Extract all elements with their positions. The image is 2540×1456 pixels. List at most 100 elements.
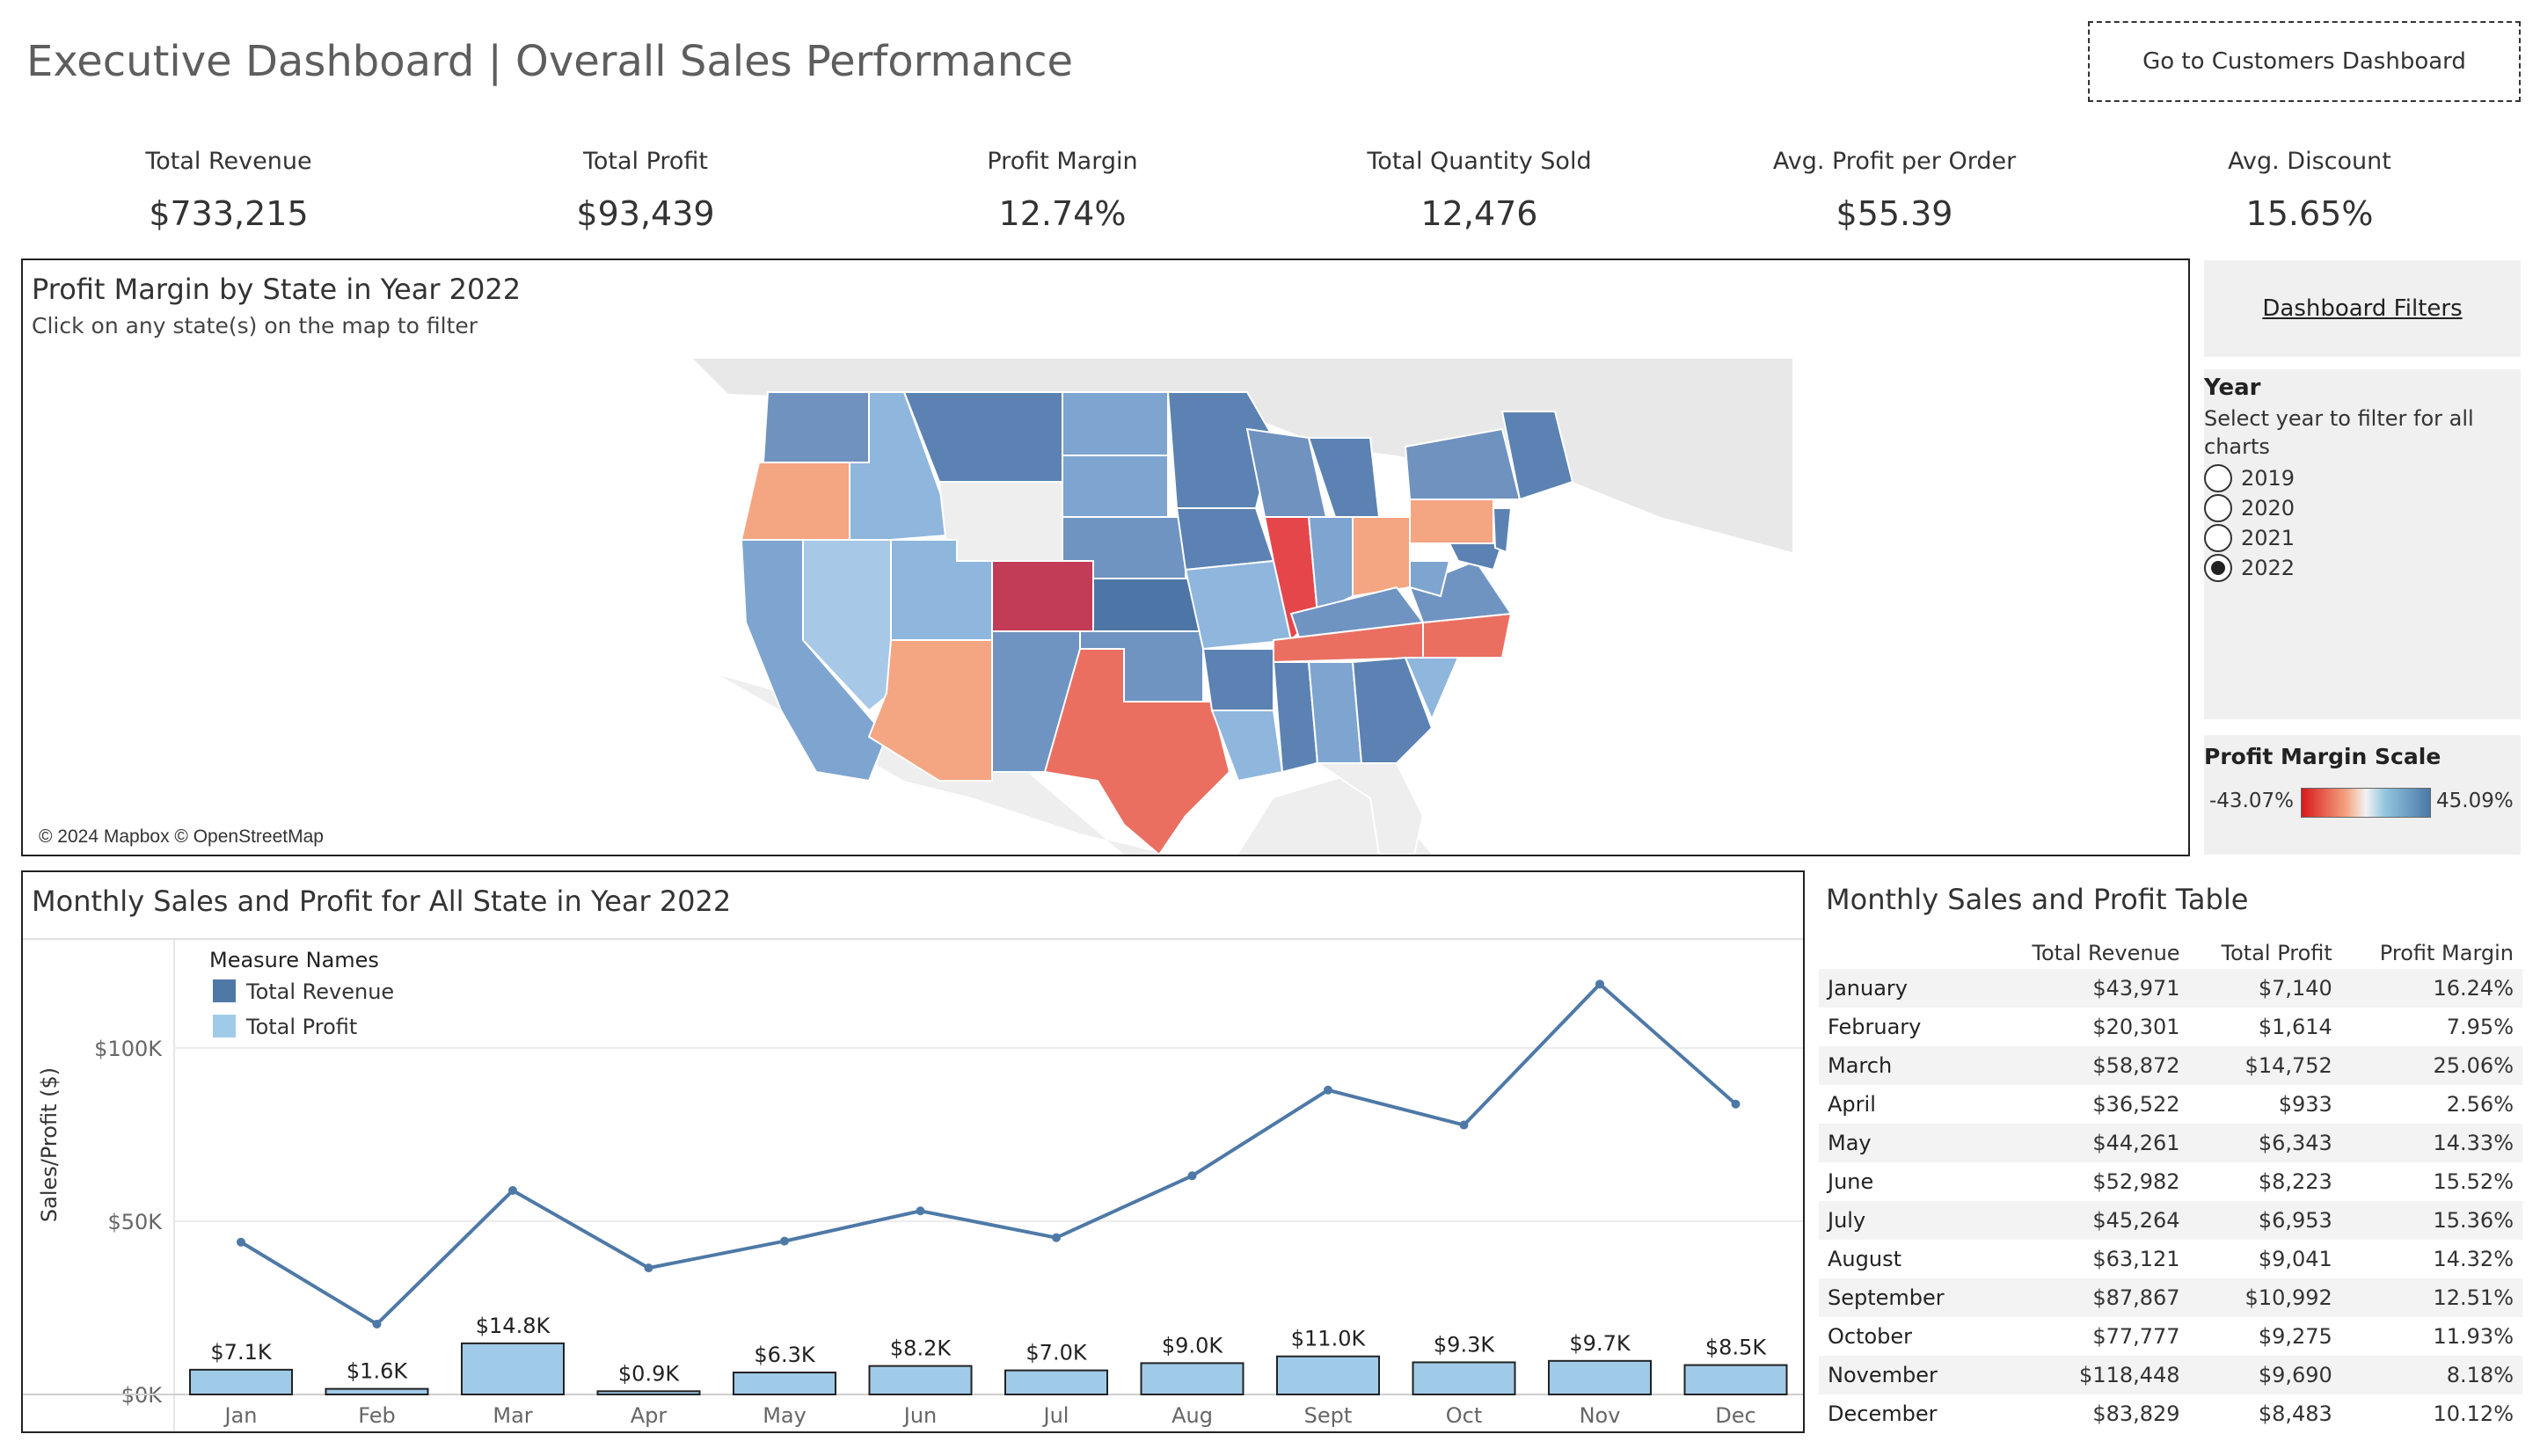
scale-max-label: 45.09% [2436, 790, 2514, 812]
x-tick-label: Mar [493, 1403, 532, 1428]
year-filter-title: Year [2204, 375, 2261, 401]
revenue-point [1052, 1233, 1061, 1242]
profit-cell: $8,223 [2258, 1169, 2332, 1194]
profit-cell: $9,041 [2258, 1247, 2332, 1271]
year-radio-2021[interactable]: 2021 [2204, 524, 2295, 552]
profit-cell: $1,614 [2258, 1015, 2332, 1039]
revenue-cell: $87,867 [1989, 1278, 2189, 1317]
profit-bar [1140, 1362, 1244, 1396]
x-tick-label: Nov [1580, 1403, 1621, 1428]
profit-bar [596, 1390, 701, 1395]
month-cell: June [1828, 1169, 1874, 1194]
profit-bar [461, 1342, 565, 1396]
margin-cell: 25.06% [2340, 1046, 2522, 1085]
state-georgia[interactable] [1351, 656, 1434, 764]
state-west-virginia[interactable] [1409, 560, 1451, 598]
x-tick-label: Apr [631, 1403, 668, 1428]
y-tick-label: $100K [94, 1037, 163, 1061]
bar-data-label: $14.8K [476, 1314, 551, 1338]
bar-data-label: $11.0K [1291, 1327, 1367, 1351]
state-new-jersey[interactable] [1492, 507, 1513, 554]
revenue-point [1187, 1171, 1197, 1181]
month-cell: July [1819, 1201, 1990, 1240]
year-radio-2020[interactable]: 2020 [2204, 494, 2295, 522]
profit-cell: $9,690 [2188, 1356, 2341, 1394]
profit-cell: $14,752 [2188, 1046, 2341, 1085]
profit-cell: $8,483 [2258, 1401, 2332, 1426]
revenue-point [1731, 1099, 1741, 1109]
revenue-cell: $83,829 [2092, 1401, 2180, 1426]
state-washington[interactable] [762, 391, 870, 463]
profit-bar [1548, 1359, 1652, 1396]
scale-title: Profit Margin Scale [2204, 744, 2441, 769]
mexico-land [719, 675, 1432, 855]
year-radio-2022[interactable]: 2022 [2204, 554, 2295, 582]
bar-data-label: $9.3K [1434, 1332, 1495, 1357]
table-row: March $58,872 $14,752 25.06% [1819, 1046, 2522, 1085]
x-tick-label: Sept [1304, 1403, 1353, 1428]
table-row: May $44,261 $6,343 14.33% [1819, 1124, 2522, 1162]
state-ohio[interactable] [1352, 516, 1411, 598]
revenue-line [239, 981, 1737, 1327]
page-title: Executive Dashboard | Overall Sales Perf… [26, 37, 1074, 86]
state-kansas[interactable] [1092, 578, 1204, 632]
radio-selected-icon [2204, 554, 2232, 582]
legend-label-profit: Total Profit [245, 1015, 357, 1039]
profit-bar [733, 1372, 836, 1396]
state-iowa[interactable] [1175, 507, 1275, 571]
revenue-point [237, 1237, 245, 1247]
x-tick-label: Jan [223, 1403, 258, 1428]
profit-cell: $6,953 [2188, 1201, 2341, 1240]
go-to-customers-dashboard-button[interactable]: Go to Customers Dashboard [2088, 21, 2521, 102]
month-cell: August [1828, 1247, 1901, 1271]
state-maryland[interactable] [1448, 542, 1504, 571]
radio-circle-icon [2204, 464, 2232, 492]
table-row: January $43,971 $7,140 16.24% [1819, 969, 2522, 1008]
kpi-avg-discount: Avg. Discount 15.65% [2125, 148, 2494, 233]
x-tick-label: Jul [1042, 1403, 1069, 1428]
state-pennsylvania[interactable] [1409, 499, 1494, 544]
year-filter: Year Select year to filter for all chart… [2204, 369, 2521, 719]
canada-land [693, 359, 1792, 552]
kpi-profit-margin: Profit Margin 12.74% [878, 148, 1247, 233]
table-row: November $118,448 $9,690 8.18% [1819, 1356, 2522, 1394]
state-south-dakota[interactable] [1062, 455, 1169, 518]
column-header: Profit Margin [2379, 941, 2514, 965]
revenue-point [916, 1206, 925, 1216]
year-radio-label: 2020 [2241, 496, 2295, 521]
revenue-cell: $43,971 [1989, 969, 2189, 1008]
revenue-cell: $52,982 [2092, 1169, 2180, 1194]
state-florida[interactable] [1314, 762, 1425, 855]
margin-cell: 11.93% [2433, 1324, 2514, 1349]
year-filter-help: Select year to filter for all charts [2204, 406, 2474, 459]
state-virginia[interactable] [1408, 559, 1513, 624]
state-missouri[interactable] [1184, 559, 1293, 651]
revenue-point [780, 1236, 789, 1246]
revenue-cell: $58,872 [1989, 1046, 2189, 1085]
x-tick-label: Oct [1446, 1403, 1483, 1428]
state-arkansas[interactable] [1201, 648, 1274, 711]
bar-data-label: $9.7K [1569, 1331, 1631, 1356]
column-header [1819, 937, 1989, 969]
map-svg [693, 359, 1792, 855]
table-title: Monthly Sales and Profit Table [1826, 883, 2249, 916]
state-colorado[interactable] [991, 560, 1094, 632]
state-oregon[interactable] [740, 462, 850, 541]
kpi-total-quantity: Total Quantity Sold 12,476 [1295, 148, 1664, 233]
revenue-point [1459, 1120, 1469, 1130]
dashboard-filters-link[interactable]: Dashboard Filters [2204, 260, 2521, 357]
x-tick-label: Jun [902, 1403, 938, 1428]
state-north-dakota[interactable] [1062, 391, 1169, 456]
month-cell: April [1828, 1092, 1876, 1117]
kpi-label: Total Revenue [145, 148, 312, 175]
margin-cell: 14.33% [2340, 1124, 2522, 1162]
bar-data-label: $6.3K [754, 1343, 815, 1367]
state-new-england[interactable] [1500, 411, 1574, 501]
month-cell: May [1819, 1124, 1990, 1162]
kpi-total-profit: Total Profit $93,439 [461, 148, 830, 233]
us-state-map[interactable]: © 2024 Mapbox © OpenStreetMap [25, 359, 2188, 855]
month-cell: December [1828, 1401, 1938, 1426]
year-radio-2019[interactable]: 2019 [2204, 464, 2295, 492]
state-texas[interactable] [1043, 648, 1231, 855]
